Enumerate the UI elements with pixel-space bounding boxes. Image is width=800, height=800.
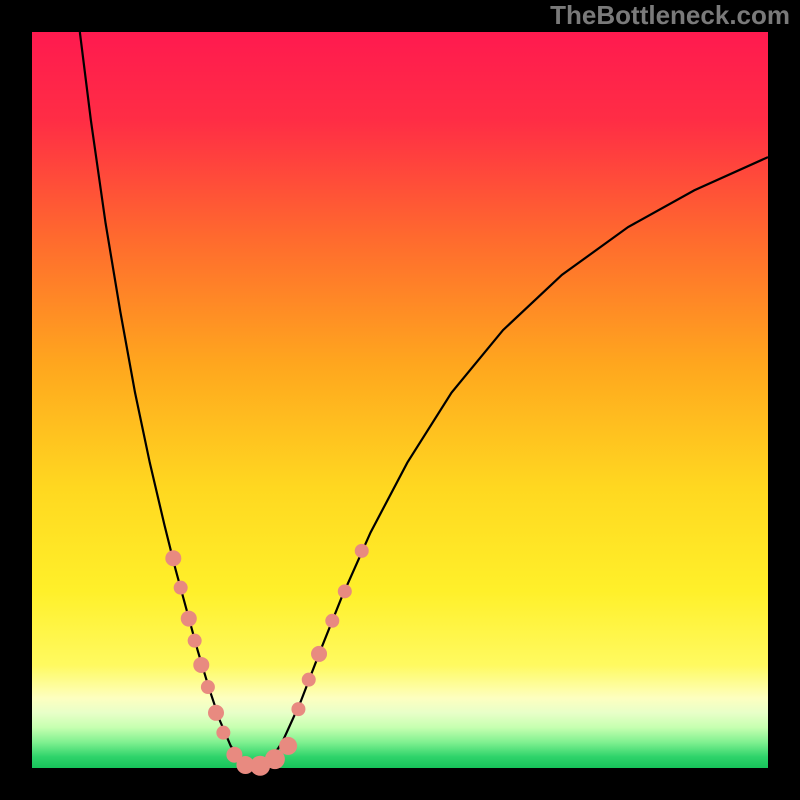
plot-background <box>32 32 768 768</box>
marker-left-point <box>208 705 224 721</box>
marker-left-point <box>165 550 181 566</box>
watermark-text: TheBottleneck.com <box>550 0 790 31</box>
bottleneck-chart <box>0 0 800 800</box>
marker-right-point <box>338 584 352 598</box>
marker-right-point <box>325 614 339 628</box>
chart-container: TheBottleneck.com <box>0 0 800 800</box>
marker-left-point <box>181 611 197 627</box>
marker-right-point <box>291 702 305 716</box>
marker-left-point <box>201 680 215 694</box>
marker-right-point <box>302 673 316 687</box>
marker-left-point <box>193 657 209 673</box>
marker-bottom-point <box>279 737 297 755</box>
marker-left-point <box>174 581 188 595</box>
marker-left-point <box>216 726 230 740</box>
marker-right-point <box>355 544 369 558</box>
marker-right-point <box>311 646 327 662</box>
marker-left-point <box>188 634 202 648</box>
